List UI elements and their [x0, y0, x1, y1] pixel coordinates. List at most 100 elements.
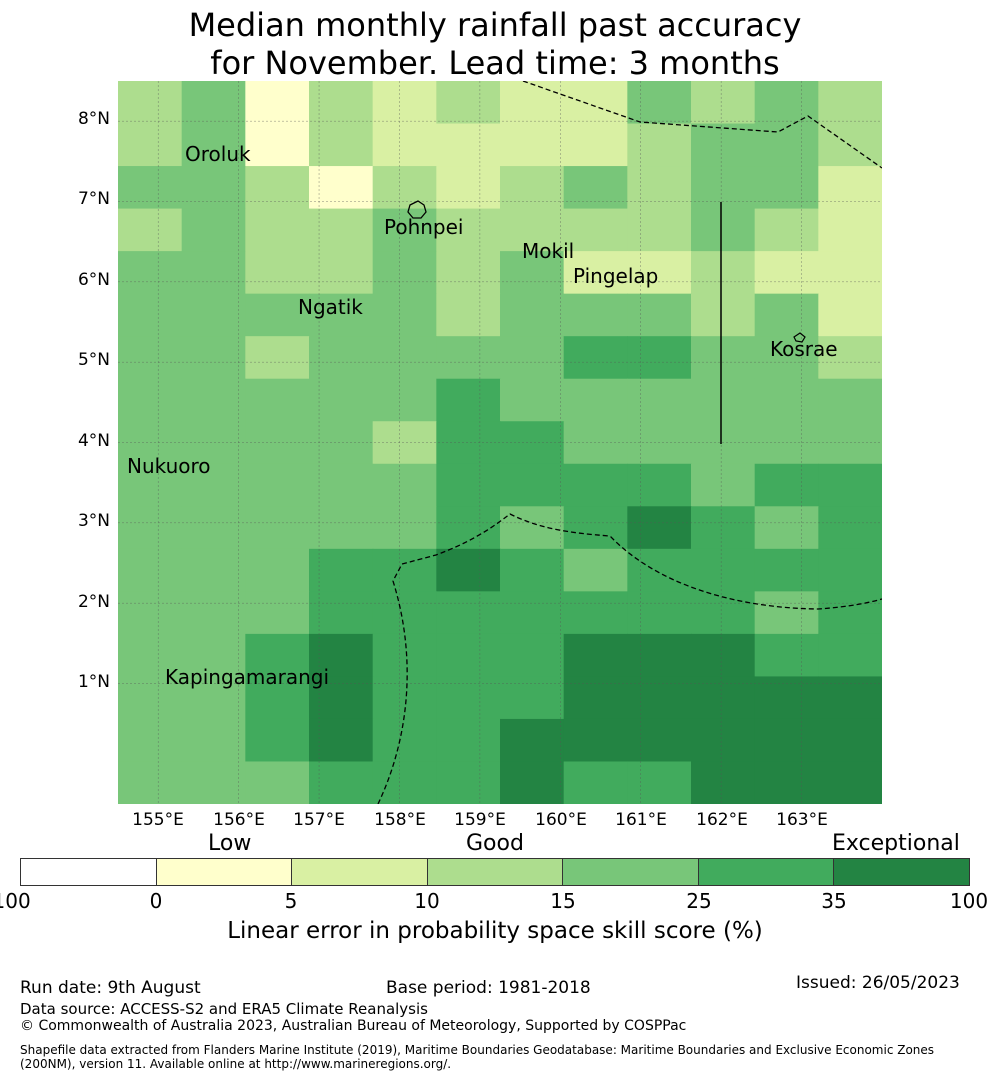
grid-cell	[436, 123, 501, 167]
grid-cell	[436, 166, 501, 210]
lon-label-160e: 160°E	[535, 810, 587, 830]
grid-cell	[691, 548, 756, 592]
grid-cell	[563, 676, 628, 720]
grid-cell	[627, 633, 692, 678]
lat-label-3n: 3°N	[77, 511, 110, 531]
grid-cell	[372, 336, 437, 380]
grid-cell	[563, 463, 628, 507]
grid-cell	[500, 208, 565, 252]
lon-label-158e: 158°E	[374, 810, 426, 830]
grid-cell	[818, 676, 882, 720]
place-label-nukuoro: Nukuoro	[127, 454, 211, 478]
grid-cell	[500, 676, 565, 720]
lat-label-7n: 7°N	[77, 189, 110, 209]
grid-cell	[691, 81, 756, 125]
grid-cell	[627, 123, 692, 167]
grid-cell	[118, 761, 183, 804]
grid-cell	[118, 548, 183, 592]
colorbar-segment	[21, 859, 157, 885]
grid-cell	[563, 81, 628, 125]
grid-cell	[118, 463, 183, 507]
colorbar-tick-10: 10	[414, 889, 440, 913]
grid-cell	[500, 633, 565, 678]
colorbar-segment	[427, 859, 564, 885]
lat-label-6n: 6°N	[77, 270, 110, 290]
grid-cell	[691, 123, 756, 167]
grid-cell	[691, 293, 756, 337]
grid-cell	[436, 81, 501, 125]
grid-cell	[691, 166, 756, 210]
place-label-pohnpei: Pohnpei	[384, 215, 464, 239]
grid-cell	[627, 293, 692, 337]
grid-cell	[118, 123, 183, 167]
grid-cell	[245, 293, 310, 337]
data-source: Data source: ACCESS-S2 and ERA5 Climate …	[20, 1000, 428, 1018]
grid-cell	[691, 676, 756, 720]
grid-cell	[181, 123, 246, 167]
grid-cell	[500, 506, 565, 550]
grid-cell	[754, 548, 819, 592]
grid-cell	[372, 378, 437, 422]
grid-cell	[754, 166, 819, 210]
grid-cell	[245, 591, 310, 635]
grid-cell	[245, 336, 310, 380]
grid-cell	[818, 81, 882, 125]
grid-cell	[627, 761, 692, 804]
grid-cell	[627, 676, 692, 720]
grid-cell	[691, 718, 756, 763]
colorbar-title: Linear error in probability space skill …	[227, 918, 763, 944]
grid-cell	[245, 378, 310, 422]
map-area	[118, 81, 882, 804]
grid-cell	[754, 676, 819, 720]
grid-cell	[372, 293, 437, 337]
grid-cell	[563, 761, 628, 804]
grid-cell	[627, 336, 692, 380]
colorbar-segment	[156, 859, 293, 885]
grid-cell	[818, 633, 882, 678]
grid-cell	[372, 633, 437, 678]
grid-cell	[436, 208, 501, 252]
grid-cell	[181, 421, 246, 465]
grid-cell	[436, 591, 501, 635]
grid-cell	[309, 123, 374, 167]
grid-cell	[627, 718, 692, 763]
place-label-pingelap: Pingelap	[573, 264, 659, 288]
grid-cell	[754, 123, 819, 167]
grid-cell	[818, 761, 882, 804]
lat-label-8n: 8°N	[77, 109, 110, 129]
grid-cell	[436, 718, 501, 763]
grid-cell	[309, 463, 374, 507]
colorbar-word-good: Good	[466, 831, 524, 856]
grid-cell	[563, 718, 628, 763]
grid-cell	[181, 293, 246, 337]
grid-cell	[691, 208, 756, 252]
grid-cell	[309, 761, 374, 804]
grid-cell	[309, 421, 374, 465]
grid-cell	[563, 378, 628, 422]
grid-cell	[372, 718, 437, 763]
grid-cell	[309, 336, 374, 380]
colorbar-tick-25: 25	[686, 889, 712, 913]
grid-cells	[118, 81, 882, 804]
grid-cell	[309, 591, 374, 635]
grid-cell	[118, 166, 183, 210]
grid-cell	[181, 633, 246, 678]
grid-cell	[118, 378, 183, 422]
lat-label-5n: 5°N	[77, 350, 110, 370]
grid-cell	[818, 208, 882, 252]
grid-cell	[372, 761, 437, 804]
grid-cell	[181, 166, 246, 210]
grid-cell	[372, 548, 437, 592]
grid-cell	[372, 591, 437, 635]
title-line-2: for November. Lead time: 3 months	[210, 44, 780, 82]
grid-cell	[181, 251, 246, 295]
grid-cell	[436, 548, 501, 592]
grid-cell	[118, 293, 183, 337]
grid-cell	[436, 251, 501, 295]
grid-cell	[754, 293, 819, 337]
grid-cell	[118, 336, 183, 380]
lon-label-159e: 159°E	[454, 810, 506, 830]
pohnpei-island-outline	[407, 200, 427, 219]
grid-cell	[118, 81, 183, 125]
shapefile-credit: Shapefile data extracted from Flanders M…	[20, 1043, 935, 1071]
